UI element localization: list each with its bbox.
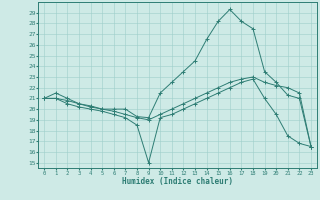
X-axis label: Humidex (Indice chaleur): Humidex (Indice chaleur) [122,177,233,186]
